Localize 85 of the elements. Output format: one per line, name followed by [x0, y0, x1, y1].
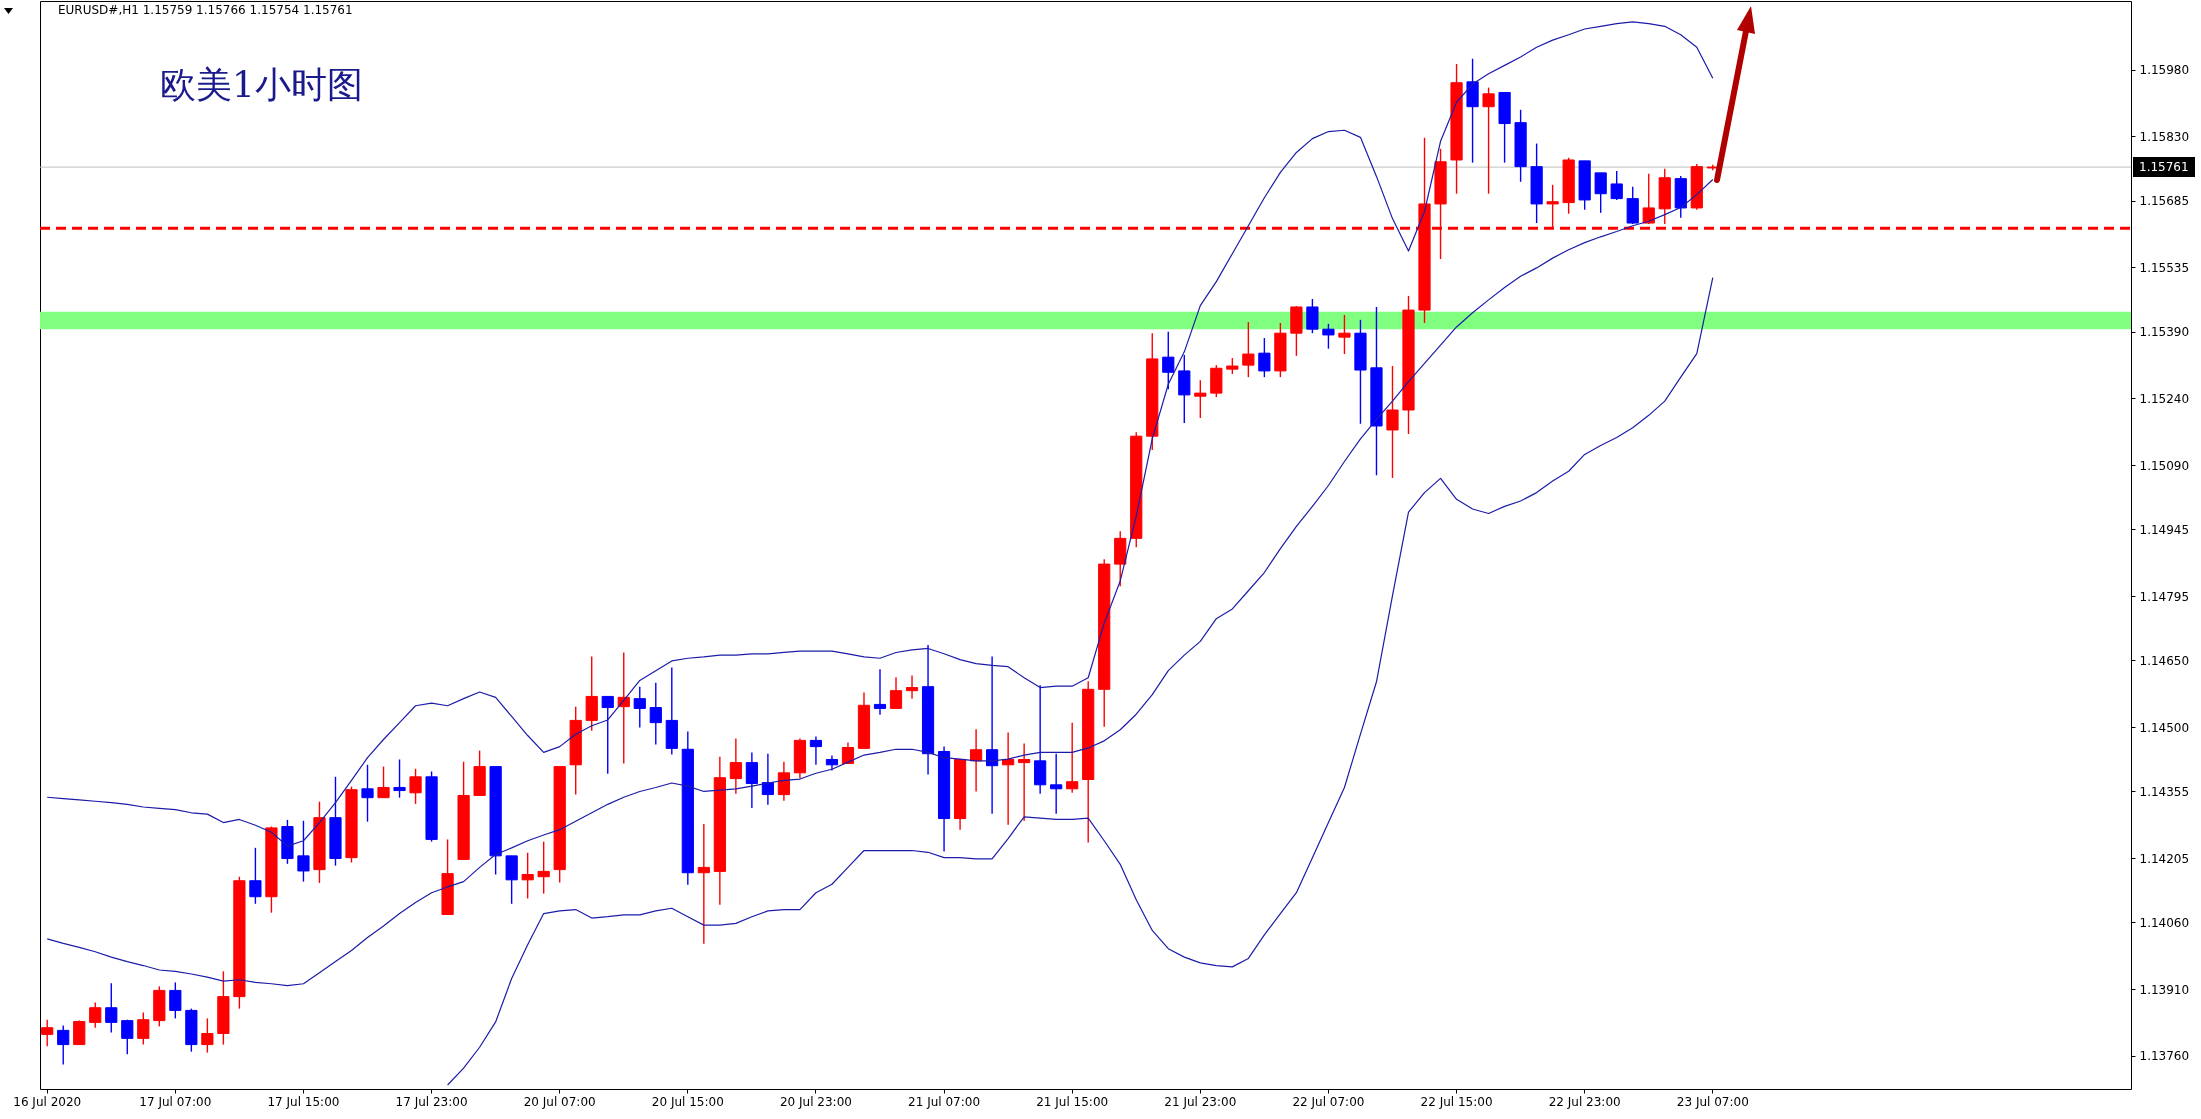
candlestick — [633, 685, 646, 729]
candlestick — [537, 840, 550, 895]
candlestick — [169, 981, 182, 1020]
candlestick — [1258, 337, 1271, 378]
y-tick-label: 1.15535 — [2139, 260, 2190, 275]
candlestick — [297, 820, 310, 883]
candlestick — [1594, 172, 1607, 214]
candlestick — [777, 761, 791, 802]
y-tick-label: 1.15980 — [2139, 63, 2190, 78]
x-tick-label: 22 Jul 07:00 — [1292, 1094, 1365, 1109]
candlestick — [1242, 321, 1255, 378]
candlestick — [1162, 331, 1175, 390]
candlestick — [1338, 314, 1351, 355]
x-tick-label: 23 Jul 07:00 — [1676, 1094, 1749, 1109]
x-tick-label: 20 Jul 23:00 — [779, 1094, 852, 1109]
x-tick-label: 21 Jul 15:00 — [1036, 1094, 1109, 1109]
candlestick — [1386, 365, 1399, 479]
x-tick-label: 17 Jul 23:00 — [395, 1094, 468, 1109]
candlestick — [809, 735, 823, 766]
candlestick — [969, 728, 983, 793]
candlestick — [121, 1019, 134, 1056]
y-tick-label: 1.15240 — [2139, 391, 2190, 406]
candlestick — [649, 681, 662, 746]
annotation: EURUSD#,H1 1.15759 1.15766 1.15754 1.15761 — [58, 3, 353, 17]
candlestick — [57, 1024, 70, 1066]
candlestick — [1194, 379, 1207, 419]
candlestick — [377, 765, 390, 799]
candlestick — [986, 655, 999, 815]
line-series — [46, 21, 1714, 847]
candlestick — [249, 847, 262, 905]
candlestick — [601, 695, 614, 775]
x-tick-label: 20 Jul 07:00 — [523, 1094, 596, 1109]
candlestick — [873, 668, 887, 716]
candlestick — [585, 655, 598, 732]
y-tick-label: 1.13910 — [2139, 982, 2190, 997]
y-tick-label: 1.14500 — [2139, 720, 2190, 735]
x-tick-label: 16 Jul 2020 — [13, 1094, 82, 1109]
y-tick-label: 1.15090 — [2139, 458, 2190, 473]
y-tick-label: 1.14795 — [2139, 589, 2190, 604]
x-tick-label: 17 Jul 07:00 — [139, 1094, 212, 1109]
line-series — [446, 277, 1714, 1086]
x-tick-label: 17 Jul 15:00 — [267, 1094, 340, 1109]
line-series — [46, 178, 1714, 987]
x-tick-label: 20 Jul 15:00 — [651, 1094, 724, 1109]
candlestick — [697, 823, 710, 945]
y-tick-label: 1.14945 — [2139, 522, 2190, 537]
candlestick — [1050, 753, 1063, 815]
y-tick-label: 1.14650 — [2139, 653, 2190, 668]
y-tick-label: 1.15685 — [2139, 194, 2190, 209]
x-tick-label: 21 Jul 07:00 — [908, 1094, 981, 1109]
candlestick — [1178, 354, 1191, 424]
candlestick — [1306, 298, 1319, 334]
x-tick-label: 22 Jul 15:00 — [1420, 1094, 1493, 1109]
candlestick — [1610, 170, 1623, 201]
text: 欧美1小时图 — [160, 64, 363, 105]
y-tick-label: 1.15830 — [2139, 129, 2190, 144]
candlestick — [1034, 684, 1047, 795]
candlestick — [905, 674, 919, 700]
candlestick — [409, 768, 422, 805]
candlestick — [1642, 173, 1655, 225]
candlestick — [521, 852, 534, 900]
candlestick — [105, 982, 118, 1034]
candlestick — [889, 676, 903, 710]
candlestick — [841, 741, 855, 765]
candlestick — [137, 1011, 150, 1046]
candlestick — [41, 1019, 54, 1048]
candlestick — [393, 758, 406, 799]
candlestick — [745, 751, 758, 809]
candlestick — [201, 1017, 214, 1054]
candlestick — [1066, 721, 1079, 794]
x-tick-label: 21 Jul 23:00 — [1164, 1094, 1237, 1109]
candlestick — [1322, 323, 1335, 350]
ref-line-label: 1.15761 — [2139, 160, 2189, 175]
candlestick — [89, 1001, 102, 1029]
y-tick-label: 1.13760 — [2139, 1049, 2190, 1064]
candlestick — [729, 737, 742, 795]
candlestick — [505, 855, 518, 905]
y-tick-label: 1.15390 — [2139, 325, 2190, 340]
y-tick-label: 1.14060 — [2139, 915, 2190, 930]
candlestick — [361, 764, 374, 823]
candlestick — [1482, 86, 1495, 195]
y-tick-label: 1.14355 — [2139, 784, 2190, 799]
y-tick-label: 1.14205 — [2139, 851, 2190, 866]
x-tick-label: 22 Jul 23:00 — [1548, 1094, 1621, 1109]
candlestick — [1018, 742, 1031, 822]
